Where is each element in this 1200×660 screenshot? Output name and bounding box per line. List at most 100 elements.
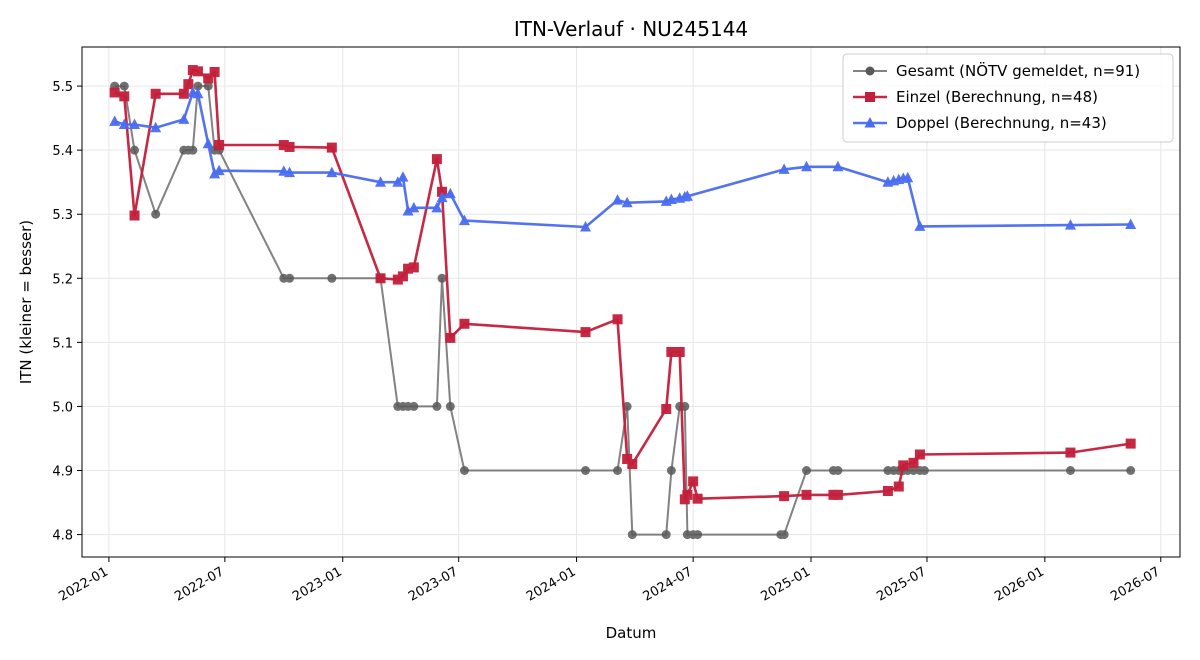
data-point bbox=[693, 530, 703, 540]
data-point bbox=[209, 167, 221, 179]
legend-entry: Doppel (Berechnung, n=43) bbox=[853, 114, 1107, 132]
data-point bbox=[118, 118, 130, 130]
data-point bbox=[665, 193, 677, 204]
data-point bbox=[682, 489, 693, 500]
data-point bbox=[285, 273, 295, 283]
data-point bbox=[898, 460, 909, 471]
data-point bbox=[832, 160, 844, 172]
data-point bbox=[1125, 438, 1136, 449]
data-point bbox=[402, 205, 414, 216]
data-point bbox=[397, 171, 409, 182]
y-tick-label: 5.4 bbox=[52, 144, 73, 159]
series-2 bbox=[109, 65, 1136, 505]
legend-marker bbox=[865, 66, 875, 76]
y-tick-label: 4.9 bbox=[52, 465, 73, 480]
data-point bbox=[437, 273, 447, 283]
x-axis-title: Datum bbox=[606, 624, 657, 642]
plot-frame bbox=[81, 46, 1181, 558]
data-point bbox=[284, 166, 296, 178]
data-point bbox=[129, 210, 140, 221]
data-point bbox=[375, 176, 387, 187]
data-point bbox=[214, 140, 225, 151]
data-point bbox=[612, 194, 624, 205]
data-point bbox=[893, 481, 904, 492]
data-point bbox=[692, 493, 703, 504]
series-markers bbox=[109, 86, 1137, 232]
legend: Gesamt (NÖTV gemeldet, n=91) Einzel (Bere… bbox=[842, 53, 1174, 143]
y-tick-label: 4.8 bbox=[52, 529, 73, 544]
data-point bbox=[666, 466, 676, 476]
data-point bbox=[403, 263, 414, 274]
legend-marker bbox=[865, 92, 875, 102]
data-point bbox=[151, 209, 161, 219]
data-point bbox=[192, 87, 204, 99]
data-point bbox=[178, 88, 189, 99]
data-point bbox=[119, 91, 130, 102]
data-point bbox=[193, 81, 203, 91]
data-point bbox=[192, 66, 203, 77]
data-point bbox=[187, 65, 198, 76]
data-point bbox=[327, 273, 337, 283]
data-point bbox=[130, 145, 140, 155]
data-point bbox=[666, 346, 677, 357]
data-point bbox=[778, 163, 790, 174]
y-tick-label: 5.2 bbox=[52, 272, 73, 287]
data-point bbox=[150, 121, 162, 133]
data-point bbox=[150, 88, 161, 99]
data-point bbox=[326, 166, 338, 178]
data-point bbox=[902, 171, 914, 183]
data-point bbox=[832, 489, 843, 500]
data-point bbox=[397, 271, 408, 282]
data-point bbox=[1126, 466, 1136, 476]
data-point bbox=[622, 453, 633, 464]
data-point bbox=[688, 476, 699, 487]
data-point bbox=[459, 466, 469, 476]
data-point bbox=[627, 530, 637, 540]
data-point bbox=[1065, 447, 1076, 458]
legend-marker bbox=[864, 117, 876, 128]
data-point bbox=[436, 191, 448, 203]
y-tick-label: 5.1 bbox=[52, 336, 73, 351]
data-point bbox=[779, 491, 790, 502]
data-point bbox=[458, 214, 470, 226]
series-1 bbox=[110, 81, 1136, 540]
data-point bbox=[459, 318, 470, 329]
data-point bbox=[801, 489, 812, 500]
legend-box bbox=[842, 53, 1174, 143]
series-layer bbox=[109, 65, 1137, 540]
legend-label: Einzel (Berechnung, n=48) bbox=[896, 88, 1098, 106]
y-tick-label: 5.3 bbox=[52, 208, 73, 223]
data-point bbox=[432, 401, 442, 411]
series-3 bbox=[109, 86, 1137, 232]
data-point bbox=[109, 115, 121, 126]
data-point bbox=[278, 140, 289, 151]
data-point bbox=[445, 401, 455, 411]
data-point bbox=[109, 87, 120, 98]
data-point bbox=[909, 466, 919, 476]
data-point bbox=[408, 201, 420, 213]
y-tick-label: 5.0 bbox=[52, 400, 73, 415]
chart-title: ITN-Verlauf · NU245144 bbox=[514, 17, 748, 41]
data-point bbox=[627, 459, 638, 470]
data-point bbox=[833, 466, 843, 476]
data-point bbox=[779, 530, 789, 540]
data-point bbox=[581, 466, 591, 476]
data-point bbox=[409, 401, 419, 411]
legend-entry: Einzel (Berechnung, n=48) bbox=[853, 88, 1098, 106]
data-point bbox=[802, 466, 812, 476]
data-point bbox=[914, 449, 925, 460]
legend-label: Gesamt (NÖTV gemeldet, n=91) bbox=[896, 61, 1140, 80]
data-point bbox=[580, 327, 591, 338]
data-point bbox=[431, 201, 443, 213]
series-markers bbox=[109, 65, 1136, 505]
data-point bbox=[681, 190, 693, 201]
data-point bbox=[674, 346, 685, 357]
data-point bbox=[203, 81, 213, 91]
data-point bbox=[431, 154, 442, 165]
data-point bbox=[444, 187, 456, 199]
data-point bbox=[445, 332, 456, 343]
data-point bbox=[203, 73, 214, 84]
data-point bbox=[284, 141, 295, 152]
y-axis-title: ITN (kleiner = besser) bbox=[17, 220, 35, 384]
